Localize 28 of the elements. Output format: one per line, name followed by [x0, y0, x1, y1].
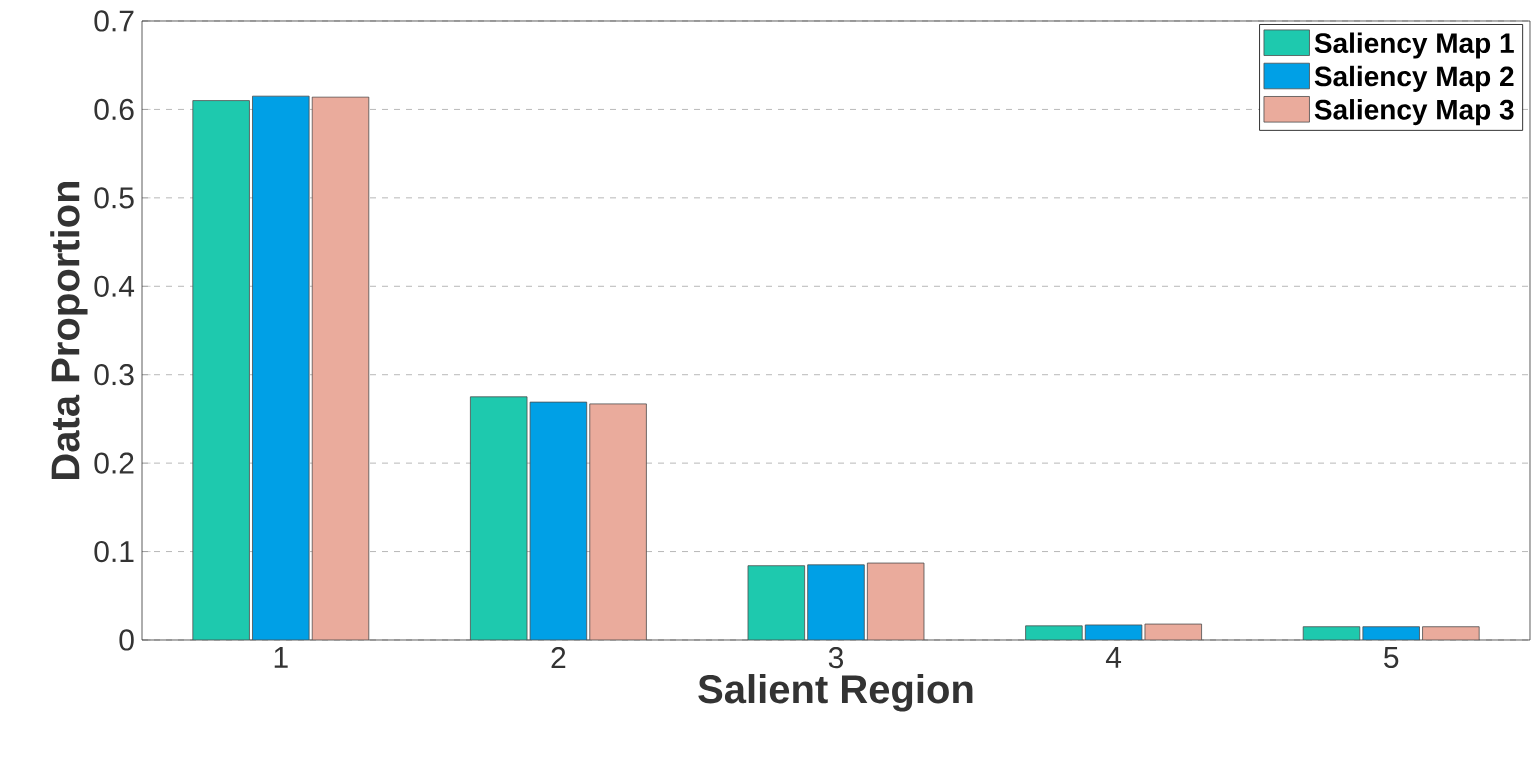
x-tick-label: 3: [828, 647, 844, 669]
y-tick-label: 0.2: [94, 452, 134, 474]
legend-label: Saliency Map 2: [1314, 65, 1514, 92]
x-tick-label: 1: [274, 647, 288, 668]
bar: [589, 403, 647, 640]
x-axis-title: Salient Region: [698, 674, 973, 712]
bar: [470, 396, 528, 640]
x-tick-label: 2: [551, 647, 566, 668]
legend-label: Saliency Map 1: [1314, 32, 1514, 59]
y-tick-label: 0: [119, 629, 134, 651]
bar: [747, 565, 806, 640]
legend-label: Saliency Map 3: [1314, 99, 1514, 126]
bar: [252, 95, 310, 640]
x-tick-label: 5: [1384, 647, 1399, 668]
y-tick-label: 0.1: [94, 540, 134, 563]
y-axis-title: Data Proportion: [50, 181, 88, 479]
bar: [1362, 626, 1420, 640]
x-tick-label: 4: [1105, 647, 1122, 668]
y-tick-label: 0.3: [94, 364, 134, 386]
y-tick-label: 0.6: [94, 98, 134, 121]
bar: [1025, 625, 1083, 640]
bar: [192, 100, 250, 640]
bar: [807, 564, 865, 640]
bar: [311, 96, 370, 640]
y-tick-label: 0.7: [94, 10, 134, 32]
y-tick-label: 0.5: [94, 187, 134, 209]
y-tick-label: 0.4: [94, 275, 135, 297]
bar: [866, 562, 925, 640]
